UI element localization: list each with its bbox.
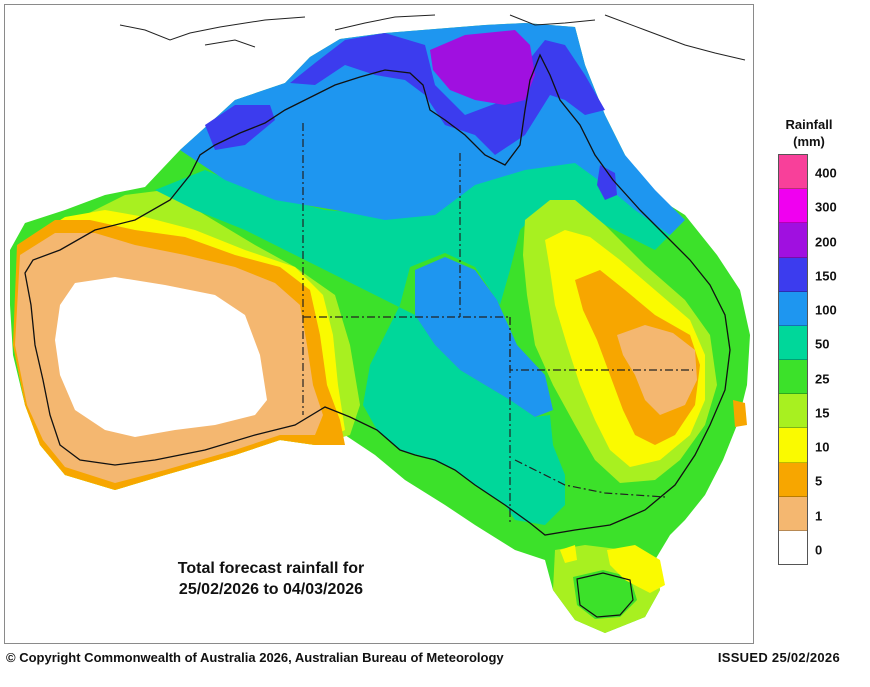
legend-title-line-2: (mm) (793, 134, 825, 149)
legend-label: 300 (815, 199, 837, 215)
zone-150mm-qld (597, 165, 617, 200)
legend-swatch (779, 462, 807, 497)
caption-line-1: Total forecast rainfall for (177, 560, 365, 577)
legend-swatch (779, 257, 807, 292)
coastline (24, 53, 731, 536)
zone-200mm-north (430, 30, 535, 105)
zone-0mm-west (55, 277, 267, 437)
legend-label: 25 (815, 371, 830, 387)
zone-10mm-south (607, 545, 665, 593)
legend-label: 5 (815, 473, 823, 489)
legend-title-line-1: Rainfall (785, 117, 833, 132)
tasmania-coast (576, 572, 634, 618)
legend-label: 0 (815, 542, 823, 558)
legend-swatch (779, 189, 807, 224)
legend-label: 15 (815, 405, 830, 421)
zone-10mm-sa (560, 545, 577, 563)
zone-25mm-tasmania (573, 570, 637, 619)
legend-label: 150 (815, 268, 837, 284)
legend-swatch (779, 155, 807, 190)
legend-label: 50 (815, 336, 830, 352)
zone-100mm-central (415, 257, 553, 417)
legend-label: 200 (815, 234, 837, 250)
legend-label: 10 (815, 439, 830, 455)
legend-swatch (779, 360, 807, 395)
copyright-notice: © Copyright Commonwealth of Australia 20… (6, 650, 504, 665)
map-frame: Total forecast rainfall for 25/02/2026 t… (4, 4, 754, 644)
legend-swatch (779, 496, 807, 531)
zone-150mm-north (205, 105, 275, 150)
legend-swatch (779, 530, 807, 565)
legend-colorbar (778, 154, 808, 565)
legend-label: 1 (815, 508, 823, 524)
zone-5mm-nsw-coast (733, 400, 747, 427)
legend-swatch (779, 325, 807, 361)
legend-title: Rainfall (mm) (770, 116, 848, 150)
state-borders (302, 123, 693, 525)
legend-label: 400 (815, 165, 837, 181)
legend-swatch (779, 223, 807, 258)
legend-swatch (779, 428, 807, 463)
rainfall-map (10, 14, 750, 633)
legend-swatch (779, 291, 807, 326)
legend-swatch (779, 394, 807, 429)
issued-date: ISSUED 25/02/2026 (717, 650, 840, 665)
legend-label: 100 (815, 302, 837, 318)
zone-50mm (155, 157, 675, 525)
map-caption: Total forecast rainfall for 25/02/2026 t… (133, 558, 409, 600)
neighbour-coastlines (119, 14, 746, 61)
caption-line-2: 25/02/2026 to 04/03/2026 (178, 581, 364, 598)
